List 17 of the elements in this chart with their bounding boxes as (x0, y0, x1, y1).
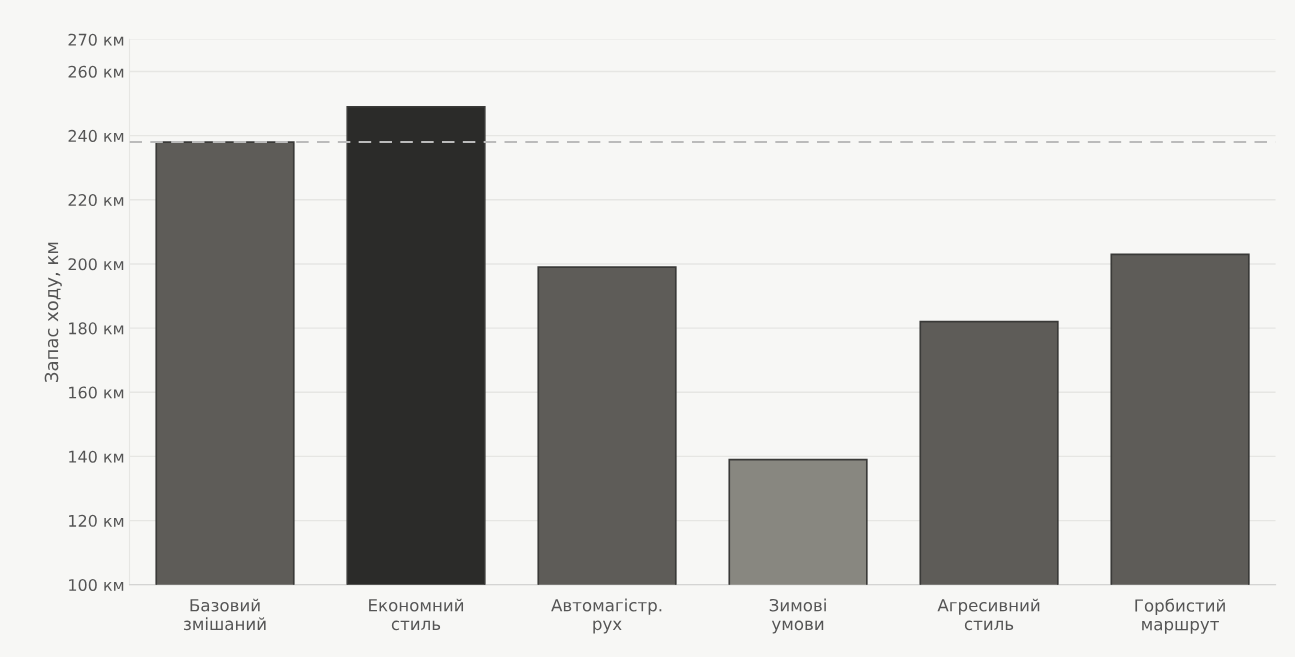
x-tick-label: Агресивний стиль (937, 598, 1040, 631)
x-tick-label: Горбистий маршрут (1135, 598, 1225, 634)
y-tick-label: 180 км (69, 322, 124, 335)
x-tick-label: Автомагістр. рух (551, 598, 662, 634)
y-tick-label: 200 км (68, 258, 124, 271)
y-tick-label: 240 км (68, 129, 124, 142)
y-tick-label: 220 км (68, 194, 124, 207)
y-tick-label: 260 км (68, 65, 124, 78)
y-tick-label: 160 км (69, 386, 124, 399)
y-tick-label: 270 км (68, 33, 124, 46)
y-tick-label: 100 км (69, 578, 124, 592)
x-tick-label: Базовий змішаний (184, 598, 266, 631)
y-tick-label: 120 км (69, 514, 124, 527)
y-tick-label: 140 км (69, 450, 124, 463)
x-tick-label: Економний стиль (369, 598, 464, 631)
y-axis-title: Запас ходу, км (44, 242, 62, 382)
x-tick-label: Зимові умови (769, 598, 826, 634)
